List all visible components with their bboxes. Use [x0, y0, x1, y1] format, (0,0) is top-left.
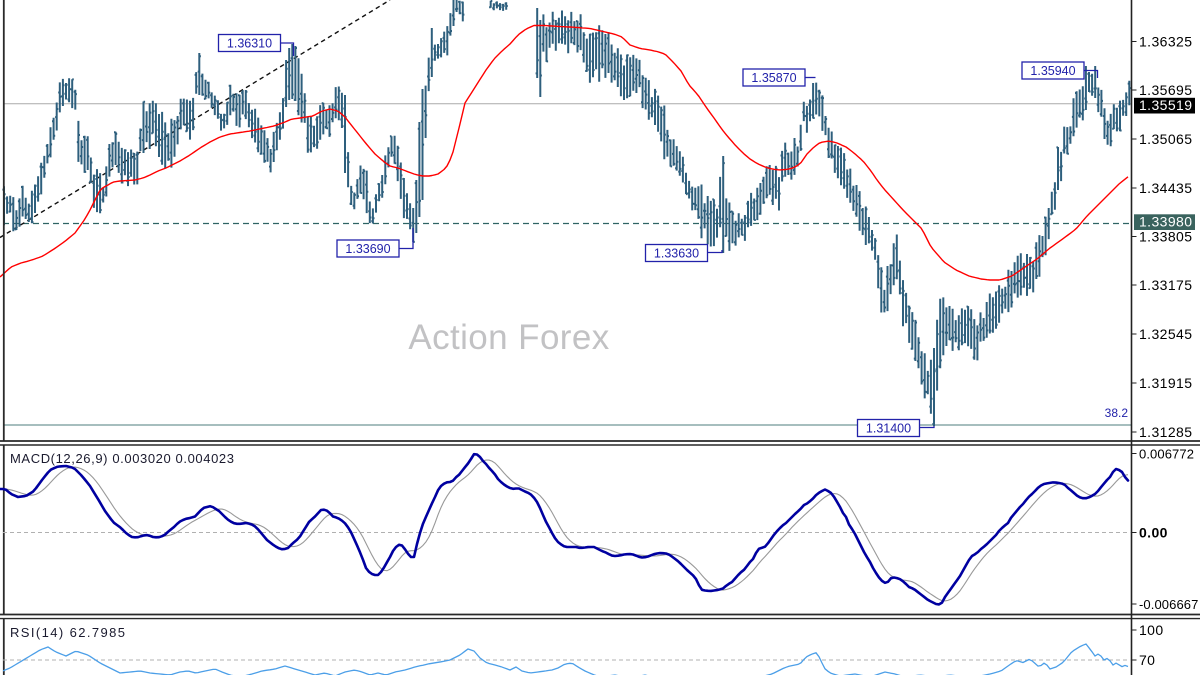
svg-text:1.33980: 1.33980	[1139, 214, 1192, 230]
svg-text:Action Forex: Action Forex	[408, 318, 609, 357]
svg-text:1.33690: 1.33690	[345, 242, 390, 256]
svg-text:1.36325: 1.36325	[1139, 33, 1192, 49]
svg-text:1.31285: 1.31285	[1139, 424, 1192, 440]
svg-text:1.33630: 1.33630	[654, 247, 699, 261]
svg-text:1.36310: 1.36310	[227, 37, 272, 51]
svg-text:38.2: 38.2	[1105, 406, 1129, 420]
svg-text:1.33805: 1.33805	[1139, 228, 1192, 244]
svg-text:1.34435: 1.34435	[1139, 180, 1192, 196]
svg-text:RSI(14) 62.7985: RSI(14) 62.7985	[10, 625, 126, 640]
svg-text:0.00: 0.00	[1139, 524, 1168, 540]
svg-text:1.33175: 1.33175	[1139, 277, 1192, 293]
svg-text:100: 100	[1139, 622, 1164, 638]
svg-text:1.32545: 1.32545	[1139, 326, 1192, 342]
svg-text:1.35870: 1.35870	[751, 71, 796, 85]
svg-text:1.35695: 1.35695	[1139, 82, 1192, 98]
svg-text:MACD(12,26,9) 0.003020 0.00402: MACD(12,26,9) 0.003020 0.004023	[10, 451, 235, 466]
svg-text:70: 70	[1139, 652, 1155, 668]
svg-text:1.35940: 1.35940	[1030, 64, 1075, 78]
svg-text:1.31400: 1.31400	[866, 422, 911, 436]
svg-text:0.006772: 0.006772	[1139, 446, 1194, 461]
svg-text:1.35519: 1.35519	[1139, 97, 1192, 113]
svg-text:1.31915: 1.31915	[1139, 375, 1192, 391]
svg-text:1.35065: 1.35065	[1139, 131, 1192, 147]
svg-text:-0.006667: -0.006667	[1139, 597, 1198, 612]
